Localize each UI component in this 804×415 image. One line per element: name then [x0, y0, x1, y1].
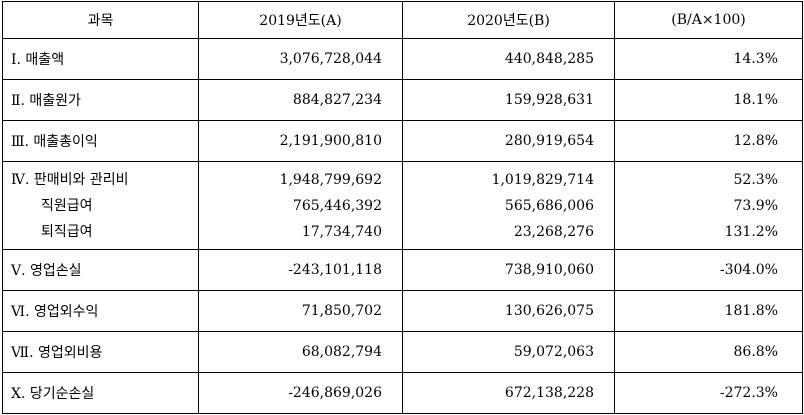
row-label: Ⅰ. 매출액 — [2, 38, 199, 80]
row-sga: Ⅳ. 판매비와 관리비 직원급여 퇴직급여 1,948,799,692 765,… — [2, 161, 803, 250]
header-row: 과목 2019년도(A) 2020년도(B) (B/A×100) — [2, 1, 803, 39]
value-2020: 130,626,075 — [402, 290, 615, 332]
row-non-operating-income: Ⅵ. 영업외수익 71,850,702 130,626,075 181.8% — [2, 290, 803, 332]
row-label: Ⅵ. 영업외수익 — [2, 290, 199, 332]
value-2020: 280,919,654 — [402, 120, 615, 162]
value-2020: 440,848,285 — [402, 38, 615, 80]
sga-value-2020: 1,019,829,714 — [491, 171, 594, 188]
value-2020: 159,928,631 — [402, 79, 615, 121]
severance-value-2020: 23,268,276 — [513, 223, 594, 240]
sga-label: Ⅳ. 판매비와 관리비 — [11, 171, 129, 188]
salary-value-2019: 765,446,392 — [292, 197, 382, 214]
value-2019: -243,101,118 — [198, 249, 403, 291]
row-label: Ⅲ. 매출총이익 — [2, 120, 199, 162]
header-ratio: (B/A×100) — [614, 1, 803, 39]
sga-ratios: 52.3% 73.9% 131.2% — [614, 161, 803, 250]
row-label: Ⅴ. 영업손실 — [2, 249, 199, 291]
severance-label: 퇴직급여 — [41, 223, 93, 240]
value-2019: 71,850,702 — [198, 290, 403, 332]
row-label: Ⅶ. 영업외비용 — [2, 331, 199, 373]
value-2019: -246,869,026 — [198, 372, 403, 414]
value-2020: 738,910,060 — [402, 249, 615, 291]
sga-values-2019: 1,948,799,692 765,446,392 17,734,740 — [198, 161, 403, 250]
row-cost-of-sales: Ⅱ. 매출원가 884,827,234 159,928,631 18.1% — [2, 79, 803, 121]
value-2019: 3,076,728,044 — [198, 38, 403, 80]
value-ratio: -304.0% — [614, 249, 803, 291]
header-2019: 2019년도(A) — [198, 1, 403, 39]
row-label: Ⅹ. 당기순손실 — [2, 372, 199, 414]
sga-value-2019: 1,948,799,692 — [279, 171, 382, 188]
salary-ratio: 73.9% — [733, 197, 778, 214]
value-ratio: 14.3% — [614, 38, 803, 80]
value-ratio: 18.1% — [614, 79, 803, 121]
row-label: Ⅱ. 매출원가 — [2, 79, 199, 121]
salary-value-2020: 565,686,006 — [504, 197, 594, 214]
value-2019: 68,082,794 — [198, 331, 403, 373]
value-2019: 884,827,234 — [198, 79, 403, 121]
severance-value-2019: 17,734,740 — [301, 223, 382, 240]
value-ratio: 12.8% — [614, 120, 803, 162]
value-ratio: 181.8% — [614, 290, 803, 332]
value-2020: 59,072,063 — [402, 331, 615, 373]
value-2019: 2,191,900,810 — [198, 120, 403, 162]
row-gross-profit: Ⅲ. 매출총이익 2,191,900,810 280,919,654 12.8% — [2, 120, 803, 162]
value-ratio: 86.8% — [614, 331, 803, 373]
severance-ratio: 131.2% — [724, 223, 778, 240]
row-non-operating-expense: Ⅶ. 영업외비용 68,082,794 59,072,063 86.8% — [2, 331, 803, 373]
row-operating-loss: Ⅴ. 영업손실 -243,101,118 738,910,060 -304.0% — [2, 249, 803, 291]
header-account: 과목 — [2, 1, 199, 39]
value-2020: 672,138,228 — [402, 372, 615, 414]
row-revenue: Ⅰ. 매출액 3,076,728,044 440,848,285 14.3% — [2, 38, 803, 80]
salary-label: 직원급여 — [41, 197, 93, 214]
sga-values-2020: 1,019,829,714 565,686,006 23,268,276 — [402, 161, 615, 250]
row-net-loss: Ⅹ. 당기순손실 -246,869,026 672,138,228 -272.3… — [2, 372, 803, 414]
sga-ratio: 52.3% — [733, 171, 778, 188]
header-2020: 2020년도(B) — [402, 1, 615, 39]
value-ratio: -272.3% — [614, 372, 803, 414]
sga-labels: Ⅳ. 판매비와 관리비 직원급여 퇴직급여 — [2, 161, 199, 250]
